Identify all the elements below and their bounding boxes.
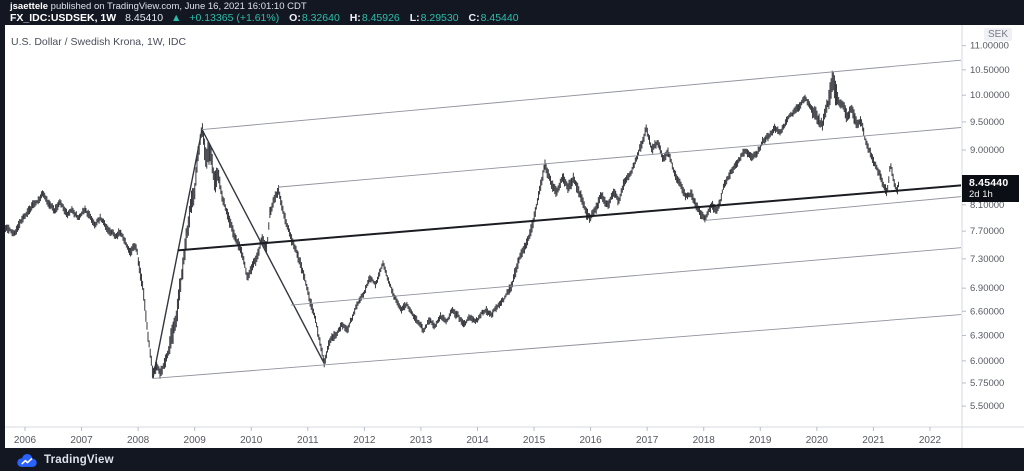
publisher-byline: jsaettele published on TradingView.com, …: [10, 1, 307, 12]
open-label: O:: [289, 12, 301, 24]
brand-text: TradingView: [44, 453, 114, 466]
trendlines: [152, 59, 962, 379]
price-tick-label: 7.30000: [970, 254, 1004, 265]
channel-bottom-line[interactable]: [152, 314, 962, 379]
currency-unit-label: SEK: [984, 28, 1013, 41]
price-tick-label: 6.00000: [970, 356, 1004, 367]
price-tick-label: 11.00000: [970, 41, 1009, 52]
major-trendline[interactable]: [177, 184, 962, 252]
channel-mid-lower-line[interactable]: [290, 247, 962, 306]
year-tick-label: 2018: [693, 435, 716, 446]
price-tick-label: 8.10000: [970, 200, 1004, 211]
minor-support-line[interactable]: [704, 196, 962, 221]
bar-countdown: 2d 1h: [969, 189, 993, 200]
price-tick-label: 6.90000: [970, 283, 1004, 294]
publisher-name: jsaettele: [10, 1, 49, 12]
plot-area[interactable]: [5, 25, 1024, 448]
chart-title: U.S. Dollar / Swedish Krona, 1W, IDC: [11, 36, 187, 48]
year-tick-label: 2007: [70, 435, 93, 446]
last-price-label: 8.45440 2d 1h: [962, 175, 1019, 202]
price-tick-label: 10.50000: [970, 65, 1010, 76]
price-tick-label: 7.70000: [970, 226, 1004, 237]
year-tick-label: 2015: [523, 435, 546, 446]
price-axis[interactable]: 11.00000 10.50000 10.00000 9.50000 9.00000 8.…: [962, 41, 1010, 412]
year-tick-label: 2006: [14, 435, 37, 446]
year-tick-label: 2011: [297, 435, 319, 446]
year-tick-label: 2022: [919, 435, 942, 446]
open-value: 8.32640: [301, 12, 340, 24]
close-value: 8.45440: [480, 12, 519, 24]
high-label: H:: [349, 12, 361, 24]
price-tick-label: 9.50000: [970, 117, 1004, 128]
year-tick-label: 2008: [127, 435, 150, 446]
up-arrow-icon: ▲: [171, 12, 182, 24]
price-tick-label: 9.00000: [970, 145, 1004, 156]
top-bar: jsaettele published on TradingView.com, …: [0, 0, 1024, 25]
price-tick-label: 6.30000: [970, 330, 1004, 341]
tradingview-logo-link[interactable]: TradingView: [16, 452, 114, 468]
year-tick-label: 2020: [806, 435, 829, 446]
low-value: 8.29530: [420, 12, 459, 24]
channel-top-line[interactable]: [201, 59, 962, 131]
triangle-rising-line[interactable]: [152, 129, 203, 379]
close-label: C:: [468, 12, 480, 24]
bottom-bar: TradingView: [0, 448, 1024, 471]
publish-info: published on TradingView.com, June 16, 2…: [48, 1, 307, 12]
year-tick-label: 2014: [466, 435, 489, 446]
year-tick-label: 2012: [353, 435, 376, 446]
price-tick-label: 5.50000: [970, 401, 1004, 412]
year-tick-label: 2021: [862, 435, 885, 446]
low-label: L:: [409, 12, 420, 24]
triangle-falling-line[interactable]: [201, 129, 325, 364]
year-tick-label: 2010: [240, 435, 263, 446]
tradingview-cloud-icon: [17, 453, 37, 467]
price-series: [5, 70, 899, 379]
year-tick-label: 2017: [636, 435, 659, 446]
price-tick-label: 5.75000: [970, 378, 1004, 389]
year-tick-label: 2019: [749, 435, 772, 446]
last-price-value: 8.45440: [969, 177, 1009, 189]
year-tick-label: 2016: [579, 435, 602, 446]
price-change: +0.13365 (+1.61%): [189, 12, 280, 24]
symbol-info-row: FX_IDC:USDSEK, 1W 8.45410 ▲ +0.13365 (+1…: [10, 12, 519, 24]
year-tick-label: 2013: [410, 435, 433, 446]
price-tick-label: 6.60000: [970, 306, 1004, 317]
time-axis[interactable]: 2006 2007 2008 2009 2010 2011 2012 2013 2014 2015…: [14, 427, 942, 446]
axis-frame: [5, 25, 1024, 448]
last-price: 8.45410: [125, 12, 164, 24]
symbol-name: FX_IDC:USDSEK, 1W: [10, 12, 117, 24]
price-tick-label: 10.00000: [970, 90, 1010, 101]
high-value: 8.45926: [361, 12, 400, 24]
year-tick-label: 2009: [184, 435, 207, 446]
channel-mid-upper-line[interactable]: [278, 127, 962, 188]
